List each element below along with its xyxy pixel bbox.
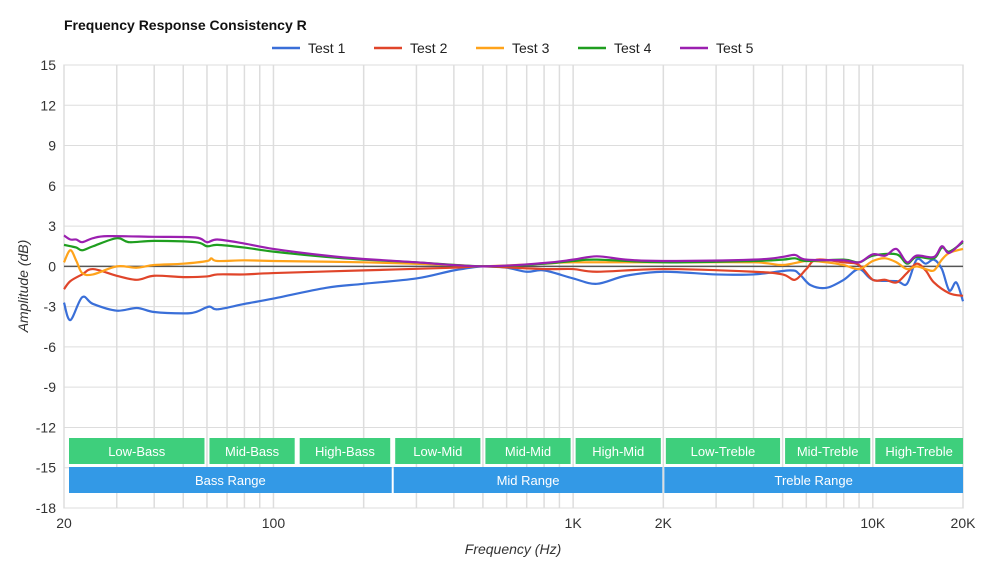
legend-label: Test 2 (410, 40, 448, 56)
band-label: Low-Bass (108, 444, 166, 459)
y-tick-label: 6 (48, 178, 56, 194)
range-mid-range (393, 467, 663, 493)
legend-label: Test 4 (614, 40, 652, 56)
y-tick-label: 12 (40, 97, 56, 113)
x-axis-label: Frequency (Hz) (465, 541, 561, 557)
series-lines (62, 234, 965, 322)
series-line-test-5 (63, 234, 964, 268)
series-line-test-1 (62, 257, 965, 322)
band-label: Low-Mid (413, 444, 462, 459)
legend-label: Test 5 (716, 40, 754, 56)
band-label: Mid-Mid (505, 444, 551, 459)
range-treble-range (664, 467, 963, 493)
x-tick-label: 1K (565, 515, 583, 531)
y-tick-label: -15 (36, 460, 56, 476)
band-label: Low-Treble (691, 444, 756, 459)
y-tick-label: 9 (48, 138, 56, 154)
band-label: Mid-Treble (797, 444, 859, 459)
y-tick-label: -6 (44, 339, 57, 355)
band-mid-bass (209, 438, 295, 464)
band-mid-mid (485, 438, 571, 464)
y-tick-label: 3 (48, 218, 56, 234)
band-high-treble (875, 438, 963, 464)
y-tick-label: -18 (36, 500, 56, 516)
range-label: Mid Range (497, 473, 560, 488)
series-line-test-2 (63, 258, 964, 297)
y-tick-label: -12 (36, 419, 56, 435)
band-label: Mid-Bass (225, 444, 280, 459)
chart-title: Frequency Response Consistency R (64, 17, 307, 33)
x-axis-ticks: 20 100 1K 2K 10K 20K (56, 515, 976, 531)
x-tick-label: 10K (860, 515, 886, 531)
y-tick-label: -3 (44, 299, 57, 315)
y-axis-ticks: 15 12 9 6 3 0 -3 -6 -9 -12 -15 -18 (36, 57, 56, 516)
legend-label: Test 1 (308, 40, 346, 56)
band-high-bass (299, 438, 391, 464)
band-low-treble (665, 438, 781, 464)
legend: Test 1 Test 2 Test 3 Test 4 Test 5 (272, 40, 754, 56)
band-label: High-Mid (592, 444, 644, 459)
x-tick-label: 20K (951, 515, 977, 531)
range-label: Bass Range (195, 473, 266, 488)
x-tick-label: 2K (655, 515, 673, 531)
band-label: High-Bass (315, 444, 375, 459)
legend-label: Test 3 (512, 40, 550, 56)
range-label: Treble Range (775, 473, 853, 488)
band-label: High-Treble (885, 444, 952, 459)
band-high-mid (575, 438, 661, 464)
y-tick-label: 0 (48, 258, 56, 274)
y-tick-label: -9 (44, 379, 57, 395)
frequency-bands: Low-Bass Mid-Bass High-Bass Low-Mid Mid-Mid H… (69, 438, 963, 493)
band-low-mid (395, 438, 481, 464)
series-line-test-3 (63, 247, 964, 277)
x-tick-label: 20 (56, 515, 72, 531)
x-tick-label: 100 (262, 515, 286, 531)
range-bass-range (69, 467, 392, 493)
band-low-bass (69, 438, 205, 464)
y-axis-label: Amplitude (dB) (15, 240, 31, 334)
band-mid-treble (785, 438, 871, 464)
y-tick-label: 15 (40, 57, 56, 73)
